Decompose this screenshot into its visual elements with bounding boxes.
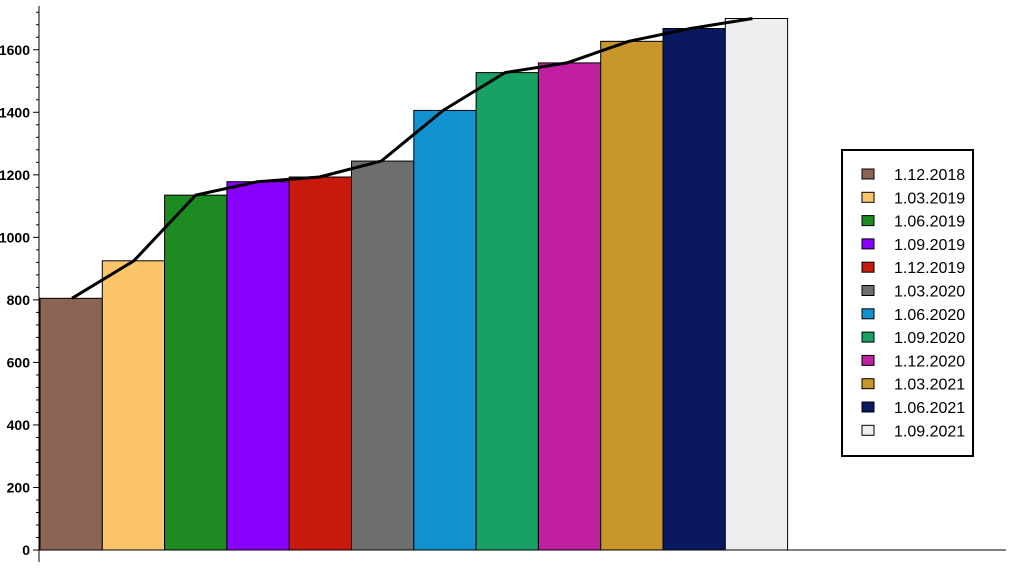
legend-label: 1.03.2021	[894, 377, 965, 394]
legend-swatch	[861, 285, 875, 296]
legend-label: 1.09.2019	[894, 237, 965, 254]
legend-label: 1.12.2018	[894, 167, 965, 184]
y-tick-label: 400	[7, 417, 31, 433]
bar-1.12.2019	[288, 176, 353, 551]
legend-swatch	[861, 378, 875, 390]
legend: 1.12.2018 1.03.2019 1.06.2019 1.09.2019 1.12…	[841, 149, 974, 457]
bars-group	[39, 18, 789, 551]
legend-swatch	[861, 331, 875, 343]
bar-1.09.2019	[226, 181, 290, 551]
y-tick-label: 800	[7, 292, 31, 308]
legend-swatch	[861, 238, 875, 250]
legend-label: 1.12.2019	[894, 260, 965, 277]
legend-label: 1.12.2020	[894, 353, 965, 370]
legend-label: 1.06.2019	[894, 214, 965, 231]
bar-1.06.2021	[662, 28, 726, 551]
bar-1.12.2018	[39, 297, 103, 551]
legend-swatch	[861, 401, 875, 413]
y-tick-label: 1000	[0, 229, 30, 245]
trend-line-group	[71, 17, 753, 300]
legend-swatch	[861, 308, 875, 320]
y-tick-label: 600	[7, 354, 31, 370]
legend-swatch	[861, 168, 875, 180]
bar-1.03.2021	[600, 40, 664, 551]
legend-swatch	[861, 215, 875, 227]
legend-swatch	[861, 261, 875, 273]
trend-line	[71, 17, 753, 300]
legend-label: 1.03.2020	[894, 284, 965, 301]
legend-label: 1.09.2021	[894, 423, 965, 440]
axes-group	[38, 6, 1006, 562]
y-tick-label: 200	[7, 479, 31, 495]
bar-1.06.2020	[413, 109, 477, 551]
legend-swatch	[861, 424, 875, 436]
y-tick-label: 0	[22, 542, 30, 558]
bar-1.12.2020	[537, 62, 602, 551]
y-ticks-group: 0 200 400 600 800 1000 1200 1400 1600	[0, 11, 39, 558]
bar-1.06.2019	[164, 194, 228, 551]
legend-swatch	[861, 354, 875, 366]
bar-1.09.2021	[724, 18, 789, 551]
legend-label: 1.06.2020	[894, 307, 965, 324]
bar-1.03.2019	[101, 260, 166, 551]
y-tick-label: 1200	[0, 167, 30, 183]
y-tick-label: 1600	[0, 42, 30, 58]
legend-label: 1.09.2020	[894, 330, 965, 347]
y-tick-label: 1400	[0, 104, 30, 120]
legend-label: 1.03.2019	[894, 190, 965, 207]
legend-label: 1.06.2021	[894, 400, 965, 417]
bar-1.03.2020	[351, 160, 415, 551]
legend-swatch	[861, 191, 875, 203]
bar-1.09.2020	[475, 72, 539, 551]
